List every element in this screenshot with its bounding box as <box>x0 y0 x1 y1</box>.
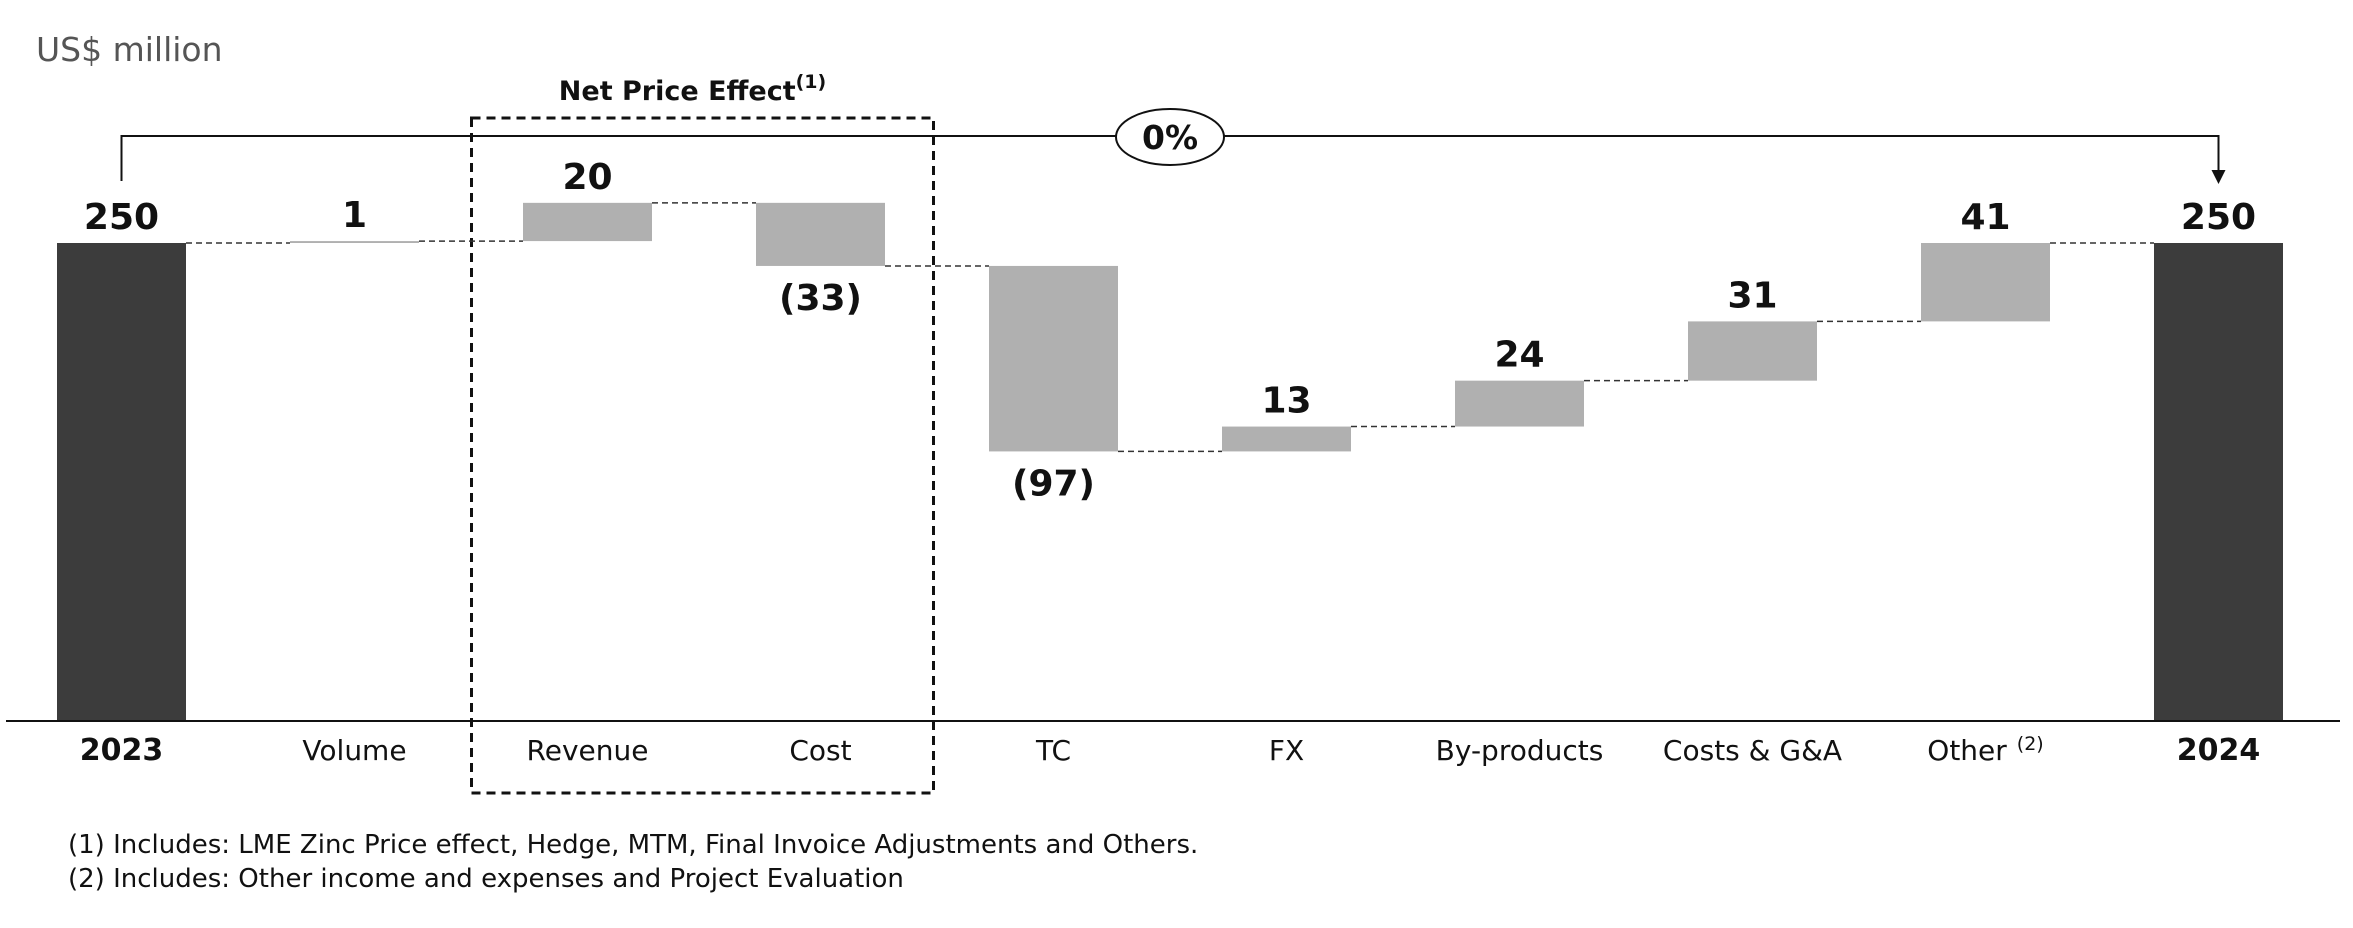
value-label: (97) <box>1012 463 1095 504</box>
value-label: 41 <box>1960 197 2010 238</box>
footnote-1: (1) Includes: LME Zinc Price effect, Hed… <box>68 830 1199 860</box>
group-box-label: Net Price Effect(1) <box>559 71 826 107</box>
bar-2023 <box>57 243 186 721</box>
category-label: Costs & G&A <box>1663 734 1842 767</box>
group-box <box>470 116 935 795</box>
value-label: 250 <box>84 197 159 238</box>
category-label: TC <box>1035 734 1071 767</box>
value-label: 1 <box>342 195 367 236</box>
change-ellipse <box>1115 108 1225 166</box>
category-label: 2023 <box>80 733 164 768</box>
bar-2024 <box>2154 243 2283 721</box>
bar-volume <box>290 241 419 243</box>
bar-revenue <box>523 202 652 242</box>
bar-cost <box>756 202 885 266</box>
bar-costs-g-a <box>1688 321 1817 381</box>
value-label: (33) <box>779 278 862 319</box>
value-label: 31 <box>1727 275 1777 316</box>
change-label: 0% <box>1142 118 1198 157</box>
category-label: Cost <box>789 734 851 767</box>
value-label: 13 <box>1261 381 1311 422</box>
value-label: 24 <box>1494 335 1544 376</box>
footnote-2: (2) Includes: Other income and expenses … <box>68 864 904 894</box>
arrow-down-icon <box>2211 170 2226 184</box>
bar-tc <box>989 265 1118 452</box>
category-label: Volume <box>302 734 406 767</box>
category-label: By-products <box>1436 734 1604 767</box>
bar-by-products <box>1455 380 1584 427</box>
value-label: 250 <box>2181 197 2256 238</box>
bar-fx <box>1222 426 1351 452</box>
unit-label: US$ million <box>36 30 223 69</box>
category-label: Revenue <box>527 734 649 767</box>
category-label: FX <box>1269 734 1304 767</box>
category-label: 2024 <box>2177 733 2261 768</box>
category-label: Other (2) <box>1927 733 2043 767</box>
bar-other <box>1921 243 2050 322</box>
value-label: 20 <box>562 157 612 198</box>
